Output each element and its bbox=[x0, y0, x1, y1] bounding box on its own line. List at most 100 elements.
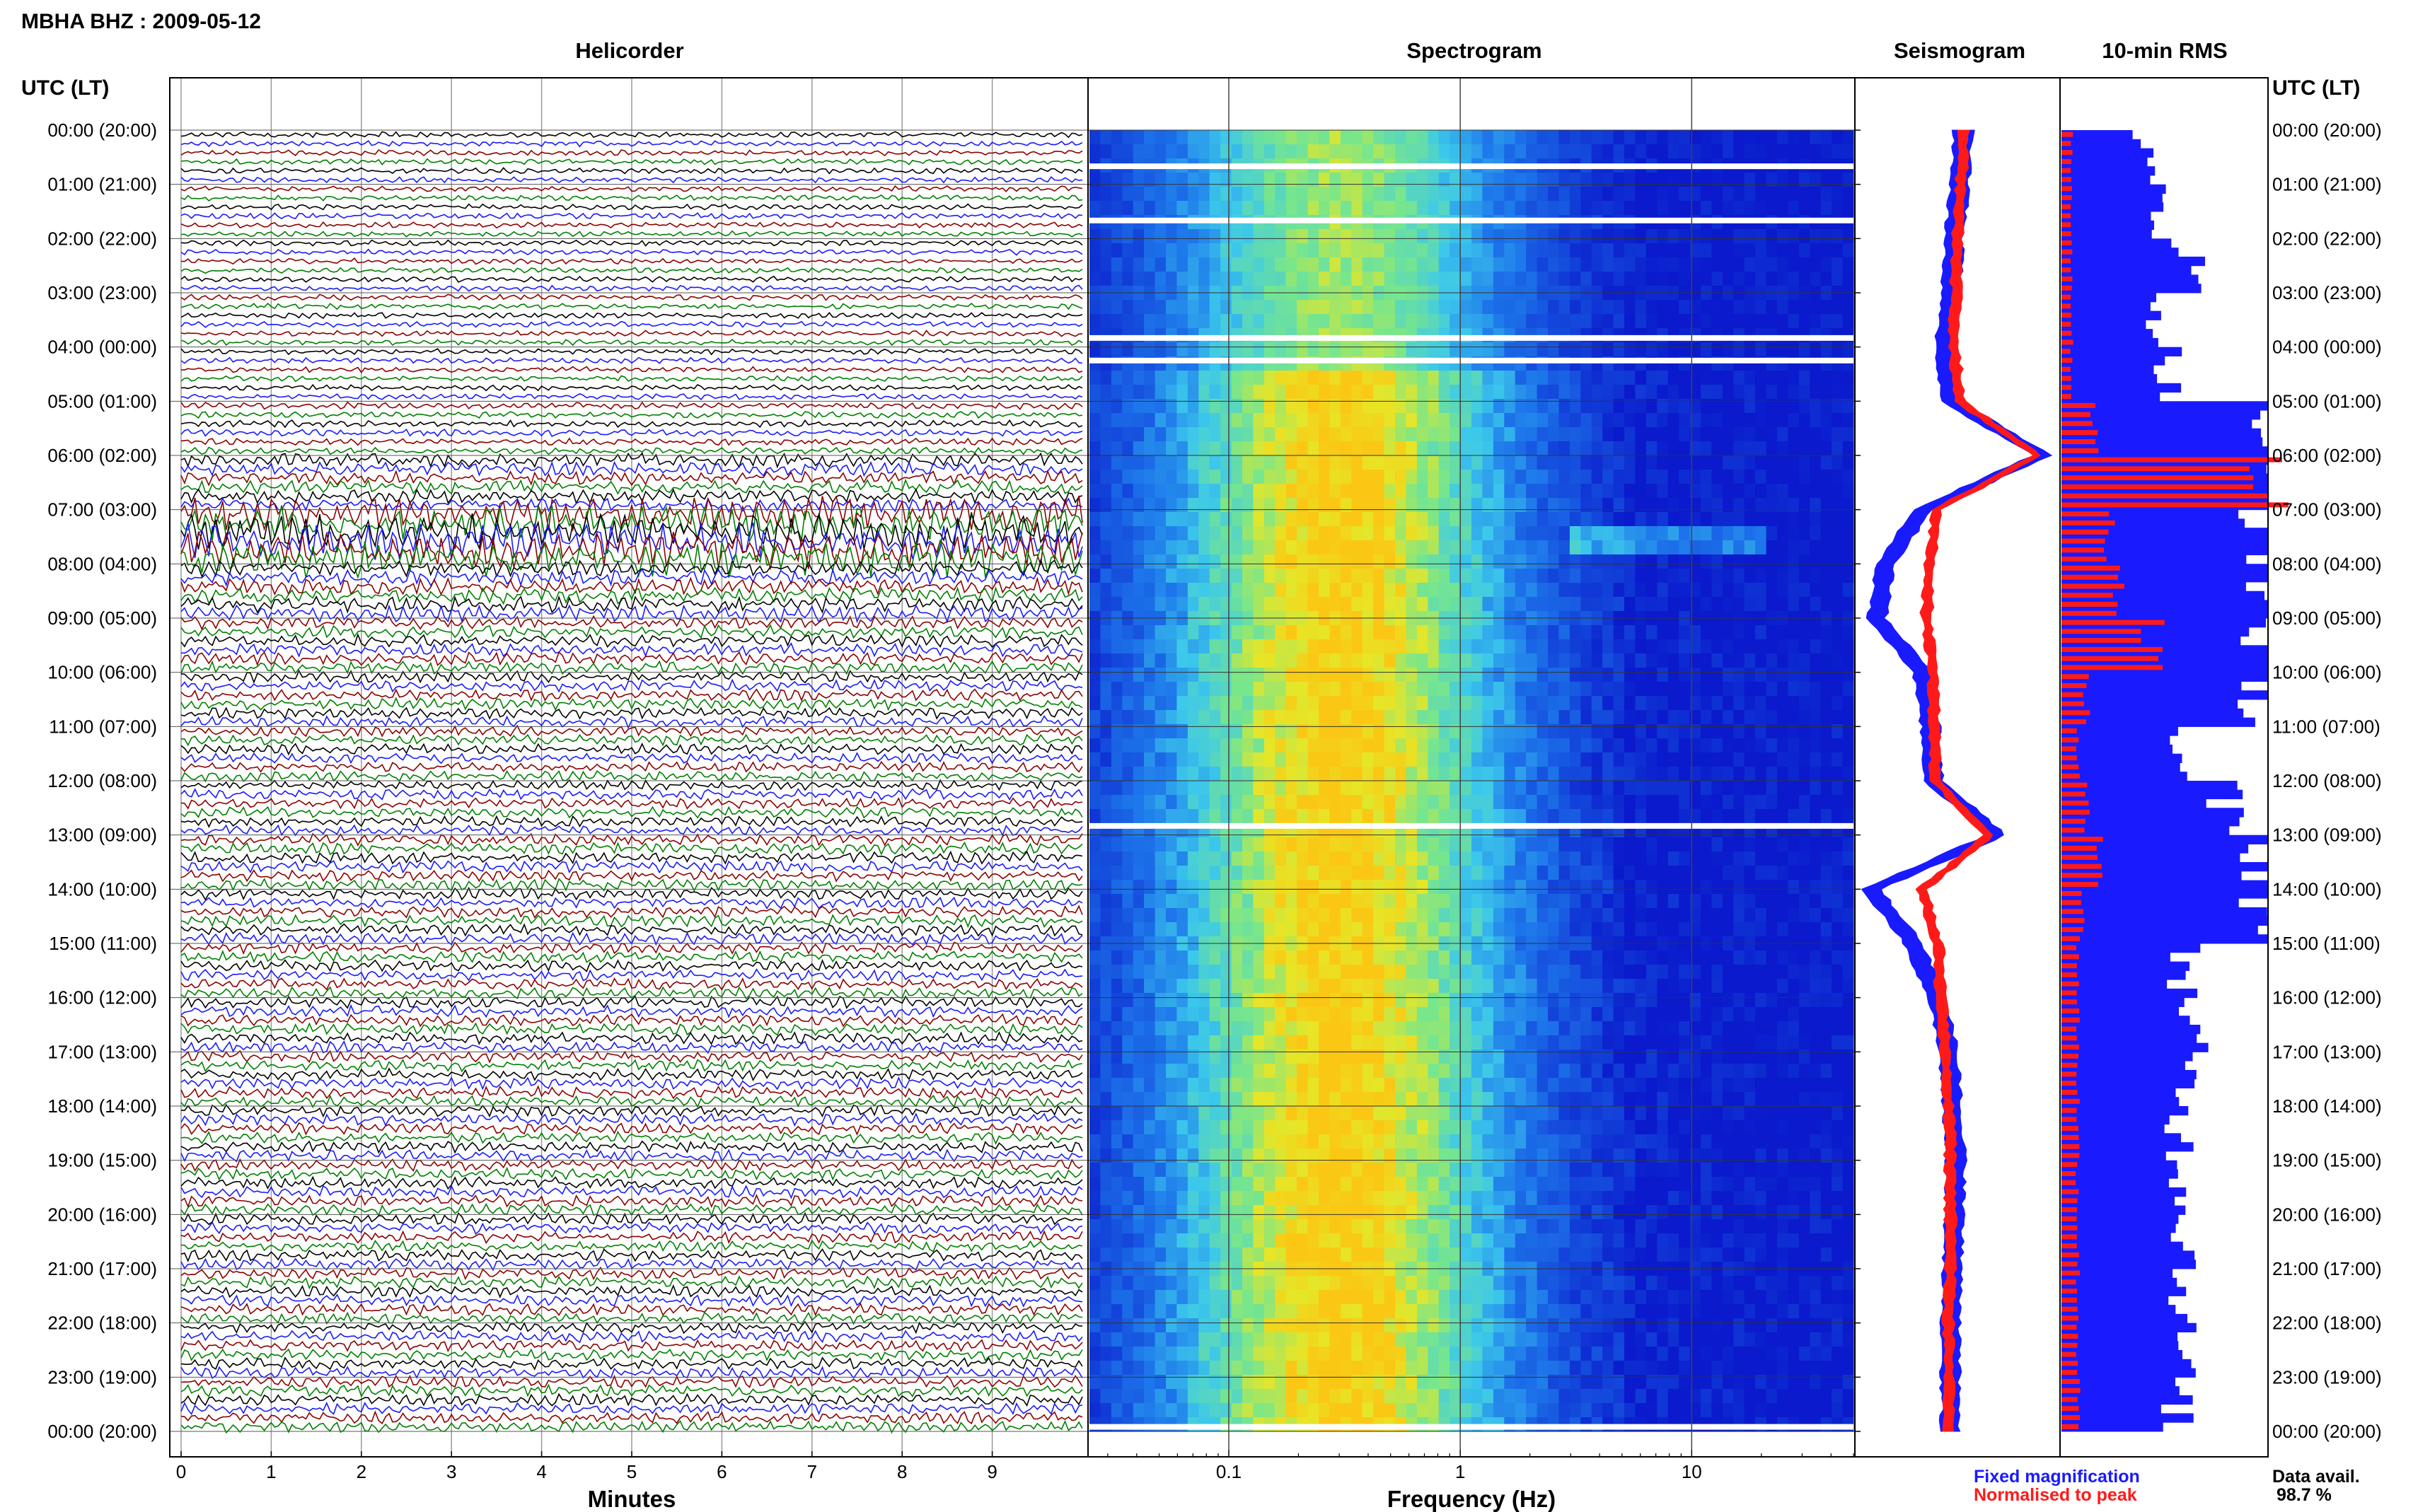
spectrogram-cell bbox=[1701, 427, 1712, 442]
spectrogram-cell bbox=[1624, 851, 1636, 866]
spectrogram-cell bbox=[1307, 484, 1319, 499]
spectrogram-cell bbox=[1285, 385, 1297, 400]
spectrogram-cell bbox=[1711, 300, 1723, 315]
spectrogram-cell bbox=[1755, 653, 1767, 668]
spectrogram-cell bbox=[1624, 639, 1636, 654]
spectrogram-cell bbox=[1766, 470, 1778, 484]
helicorder-trace bbox=[180, 1130, 1083, 1145]
spectrogram-cell bbox=[1242, 342, 1254, 357]
spectrogram-cell bbox=[1144, 314, 1156, 329]
spectrogram-cell bbox=[1537, 257, 1549, 272]
spectrogram-cell bbox=[1144, 441, 1156, 456]
spectrogram-cell bbox=[1504, 257, 1516, 272]
spectrogram-cell bbox=[1820, 498, 1832, 513]
spectrogram-cell bbox=[1395, 399, 1406, 414]
spectrogram-cell bbox=[1689, 710, 1701, 725]
spectrogram-cell bbox=[1253, 866, 1265, 880]
spectrogram-cell bbox=[1788, 173, 1800, 187]
spectrogram-cell bbox=[1810, 342, 1822, 357]
spectrogram-cell bbox=[1515, 866, 1527, 880]
spectrogram-cell bbox=[1788, 752, 1800, 767]
spectrogram-cell bbox=[1722, 413, 1734, 428]
spectrogram-cell bbox=[1242, 965, 1254, 979]
spectrogram-cell bbox=[1679, 413, 1691, 428]
spectrogram-cell bbox=[1580, 1092, 1592, 1107]
spectrogram-cell bbox=[1810, 1049, 1822, 1064]
spectrogram-cell bbox=[1569, 724, 1581, 739]
spectrogram-cell bbox=[1362, 1035, 1374, 1050]
spectrogram-cell bbox=[1089, 512, 1101, 527]
spectrogram-cell bbox=[1144, 752, 1156, 767]
spectrogram-cell bbox=[1166, 314, 1177, 329]
spectrogram-cell bbox=[1209, 554, 1221, 569]
spectrogram-cell bbox=[1460, 526, 1472, 541]
spectrogram-cell bbox=[1220, 540, 1232, 555]
spectrogram-cell bbox=[1155, 1064, 1167, 1078]
spectrogram-cell bbox=[1100, 257, 1112, 272]
spectrogram-cell bbox=[1263, 752, 1275, 767]
spectrogram-cell bbox=[1766, 427, 1778, 442]
spectrogram-cell bbox=[1297, 922, 1309, 937]
spectrogram-cell bbox=[1537, 965, 1549, 979]
spectrogram-cell bbox=[1187, 809, 1199, 824]
spectrogram-cell bbox=[1176, 201, 1188, 216]
spectrogram-cell bbox=[1777, 427, 1788, 442]
spectrogram-cell bbox=[1384, 1049, 1396, 1064]
spectrogram-cell bbox=[1351, 1049, 1363, 1064]
spectrogram-cell bbox=[1701, 1078, 1712, 1093]
spectrogram-cell bbox=[1416, 837, 1428, 852]
spectrogram-cell bbox=[1166, 257, 1177, 272]
spectrogram-cell bbox=[1842, 894, 1854, 909]
spectrogram-cell bbox=[1253, 385, 1265, 400]
spectrogram-cell bbox=[1144, 229, 1156, 244]
spectrogram-cell bbox=[1297, 569, 1309, 583]
spectrogram-cell bbox=[1460, 880, 1472, 895]
spectrogram-cell bbox=[1198, 625, 1210, 640]
spectrogram-cell bbox=[1798, 993, 1810, 1008]
helicorder-trace bbox=[180, 311, 1083, 320]
helicorder-trace bbox=[180, 1158, 1083, 1172]
spectrogram-cell bbox=[1591, 243, 1603, 258]
spectrogram-cell bbox=[1176, 484, 1188, 499]
spectrogram-cell bbox=[1428, 512, 1440, 527]
spectrogram-cell bbox=[1558, 512, 1570, 527]
spectrogram-cell bbox=[1100, 455, 1112, 470]
spectrogram-cell bbox=[1450, 470, 1462, 484]
spectrogram-cell bbox=[1832, 1007, 1844, 1022]
spectrogram-cell bbox=[1351, 583, 1363, 598]
spectrogram-cell bbox=[1340, 1092, 1352, 1107]
spectrogram-cell bbox=[1788, 512, 1800, 527]
spectrogram-cell bbox=[1788, 809, 1800, 824]
spectrogram-cell bbox=[1351, 272, 1363, 286]
spectrogram-cell bbox=[1526, 173, 1538, 187]
spectrogram-cell bbox=[1340, 512, 1352, 527]
spectrogram-cell bbox=[1689, 498, 1701, 513]
spectrogram-cell bbox=[1089, 837, 1101, 852]
spectrogram-cell bbox=[1842, 1035, 1854, 1050]
spectrogram-cell bbox=[1657, 880, 1669, 895]
spectrogram-cell bbox=[1111, 724, 1123, 739]
spectrogram-cell bbox=[1810, 837, 1822, 852]
spectrogram-cell bbox=[1504, 668, 1516, 682]
spectrogram-cell bbox=[1187, 229, 1199, 244]
spectrogram-cell bbox=[1307, 639, 1319, 654]
spectrogram-cell bbox=[1144, 554, 1156, 569]
spectrogram-cell bbox=[1842, 385, 1854, 400]
spectrogram-cell bbox=[1689, 512, 1701, 527]
spectrogram-cell bbox=[1471, 229, 1483, 244]
spectrogram-cell bbox=[1755, 441, 1767, 456]
spectrogram-cell bbox=[1395, 597, 1406, 612]
spectrogram-cell bbox=[1558, 1078, 1570, 1093]
spectrogram-cell bbox=[1569, 668, 1581, 682]
spectrogram-cell bbox=[1297, 187, 1309, 202]
helicorder-trace bbox=[180, 878, 1083, 892]
spectrogram-cell bbox=[1493, 1078, 1505, 1093]
spectrogram-cell bbox=[1832, 979, 1844, 994]
spectrogram-cell bbox=[1220, 837, 1232, 852]
helicorder-trace bbox=[180, 1284, 1083, 1299]
spectrogram-cell bbox=[1166, 540, 1177, 555]
spectrogram-cell bbox=[1307, 1049, 1319, 1064]
spectrogram-cell bbox=[1613, 342, 1625, 357]
spectrogram-cell bbox=[1373, 144, 1385, 159]
spectrogram-cell bbox=[1591, 922, 1603, 937]
